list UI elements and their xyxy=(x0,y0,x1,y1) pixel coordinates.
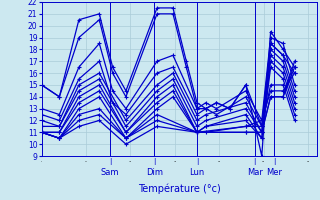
Text: Dim: Dim xyxy=(146,168,163,177)
Text: |: | xyxy=(273,158,276,165)
Text: Lun: Lun xyxy=(189,168,204,177)
Text: |: | xyxy=(109,158,111,165)
Text: Mer: Mer xyxy=(266,168,282,177)
Text: |: | xyxy=(196,158,198,165)
Text: Sam: Sam xyxy=(101,168,119,177)
Text: Température (°c): Température (°c) xyxy=(138,184,220,194)
Text: Mar: Mar xyxy=(247,168,263,177)
Text: |: | xyxy=(153,158,156,165)
Text: |: | xyxy=(253,158,256,165)
